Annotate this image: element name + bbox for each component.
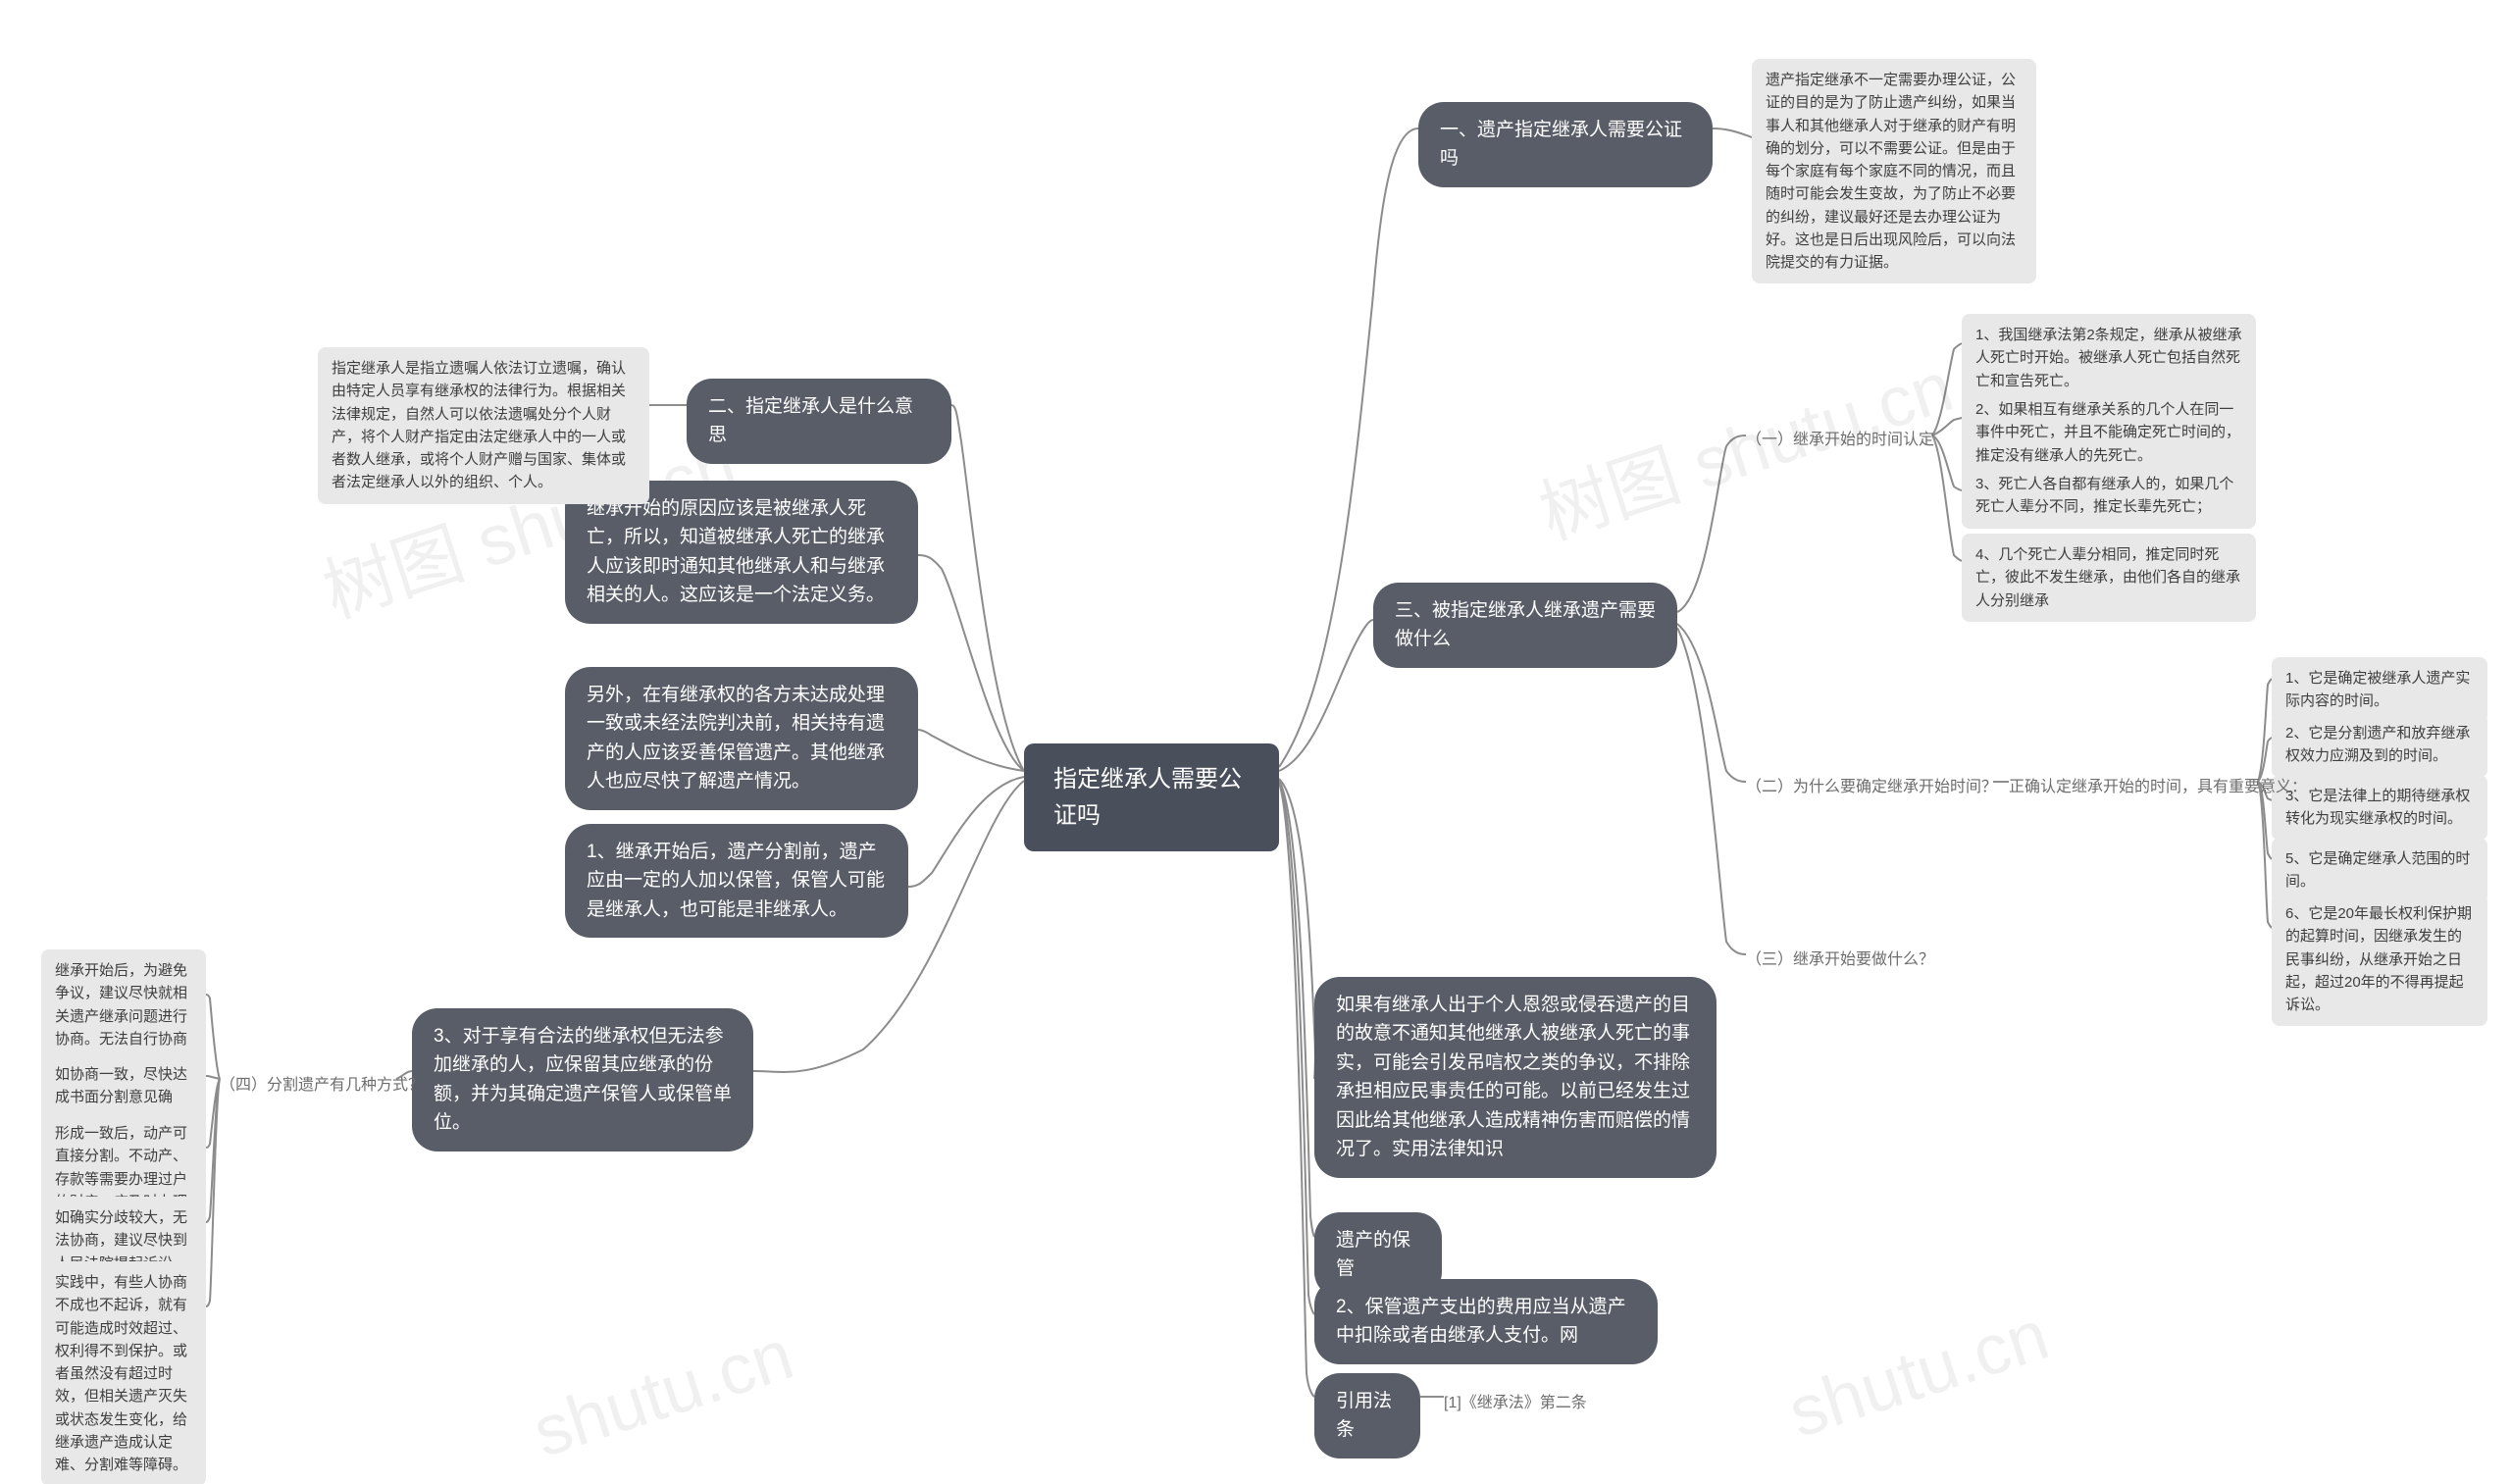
node-label: 如果有继承人出于个人恩怨或侵吞遗产的目的故意不通知其他继承人被继承人死亡的事实，… bbox=[1336, 995, 1690, 1159]
mindmap-node[interactable]: 3、对于享有合法的继承权但无法参加继承的人，应保留其应继承的份额，并为其确定遗产… bbox=[412, 1008, 753, 1151]
mindmap-link bbox=[206, 995, 220, 1079]
note-text: 2、它是分割遗产和放弃继承权效力应溯及到的时间。 bbox=[2285, 725, 2470, 764]
mindmap-link bbox=[2258, 679, 2272, 782]
note-text: 实践中，有些人协商不成也不起诉，就有可能造成时效超过、权利得不到保护。或者虽然没… bbox=[55, 1274, 187, 1473]
branch-label: （四）分割遗产有几种方式？ bbox=[220, 1071, 424, 1095]
node-label: 指定继承人需要公证吗 bbox=[1053, 766, 1242, 829]
node-label: 3、对于享有合法的继承权但无法参加继承的人，应保留其应继承的份额，并为其确定遗产… bbox=[434, 1026, 732, 1133]
mindmap-note[interactable]: 遗产指定继承不一定需要办理公证，公证的目的是为了防止遗产纠纷，如果当事人和其他继… bbox=[1752, 59, 2036, 283]
mindmap-node[interactable]: 一、遗产指定继承人需要公证吗 bbox=[1418, 102, 1713, 187]
node-label: 遗产的保管 bbox=[1336, 1230, 1410, 1279]
note-text: 3、死亡人各自都有继承人的，如果几个死亡人辈分不同，推定长辈先死亡； bbox=[1975, 476, 2233, 515]
note-text: 指定继承人是指立遗嘱人依法订立遗嘱，确认由特定人员享有继承权的法律行为。根据相关… bbox=[332, 360, 626, 490]
note-text: 2、如果相互有继承关系的几个人在同一事件中死亡，并且不能确定死亡时间的，推定没有… bbox=[1975, 401, 2240, 464]
mindmap-note[interactable]: 3、死亡人各自都有继承人的，如果几个死亡人辈分不同，推定长辈先死亡； bbox=[1962, 463, 2256, 529]
note-text: 1、我国继承法第2条规定，继承从被继承人死亡时开始。被继承人死亡包括自然死亡和宣… bbox=[1975, 327, 2242, 389]
note-text: 5、它是确定继承人范围的时间。 bbox=[2285, 850, 2470, 890]
mindmap-link bbox=[918, 555, 1024, 771]
mindmap-node[interactable]: 另外，在有继承权的各方未达成处理一致或未经法院判决前，相关持有遗产的人应该妥善保… bbox=[565, 667, 918, 810]
mindmap-note[interactable]: 指定继承人是指立遗嘱人依法订立遗嘱，确认由特定人员享有继承权的法律行为。根据相关… bbox=[318, 347, 649, 504]
link-layer bbox=[0, 0, 2511, 1484]
mindmap-node[interactable]: 二、指定继承人是什么意思 bbox=[687, 379, 951, 464]
mindmap-link bbox=[206, 1076, 220, 1079]
mindmap-note[interactable]: 4、几个死亡人辈分相同，推定同时死亡，彼此不发生继承，由他们各自的继承人分别继承 bbox=[1962, 534, 2256, 622]
branch-label: 正确认定继承开始的时间，具有重要意义： bbox=[2009, 773, 2307, 796]
branch-label: [1]《继承法》第二条 bbox=[1444, 1389, 1587, 1412]
note-text: 遗产指定继承不一定需要办理公证，公证的目的是为了防止遗产纠纷，如果当事人和其他继… bbox=[1766, 72, 2016, 271]
mindmap-node[interactable]: 1、继承开始后，遗产分割前，遗产应由一定的人加以保管，保管人可能是继承人，也可能… bbox=[565, 824, 908, 938]
mindmap-link bbox=[1713, 128, 1752, 137]
mindmap-link bbox=[908, 777, 1024, 887]
node-label: 二、指定继承人是什么意思 bbox=[708, 396, 913, 445]
mindmap-link bbox=[1279, 128, 1418, 767]
mindmap-link bbox=[1932, 435, 1962, 490]
mindmap-node[interactable]: 引用法条 bbox=[1314, 1373, 1420, 1458]
node-label: 引用法条 bbox=[1336, 1391, 1392, 1440]
mindmap-link bbox=[1932, 435, 1962, 561]
mindmap-note[interactable]: 6、它是20年最长权利保护期的起算时间，因继承发生的民事纠纷，从继承开始之日起，… bbox=[2272, 893, 2487, 1026]
mindmap-link bbox=[1932, 343, 1962, 435]
root-node[interactable]: 指定继承人需要公证吗 bbox=[1024, 743, 1279, 851]
node-label: 1、继承开始后，遗产分割前，遗产应由一定的人加以保管，保管人可能是继承人，也可能… bbox=[587, 842, 885, 920]
mindmap-link bbox=[1279, 783, 1314, 1397]
mindmap-node[interactable]: 三、被指定继承人继承遗产需要做什么 bbox=[1373, 583, 1677, 668]
mindmap-link bbox=[1677, 624, 1746, 782]
note-text: 3、它是法律上的期待继承权转化为现实继承权的时间。 bbox=[2285, 788, 2470, 827]
mindmap-link bbox=[1677, 628, 1746, 954]
mindmap-note[interactable]: 实践中，有些人协商不成也不起诉，就有可能造成时效超过、权利得不到保护。或者虽然没… bbox=[41, 1261, 206, 1484]
mindmap-link bbox=[1279, 781, 1314, 1314]
node-label: 继承开始的原因应该是被继承人死亡，所以，知道被继承人死亡的继承人应该即时通知其他… bbox=[587, 498, 885, 605]
branch-label: （二）为什么要确定继承开始时间？ bbox=[1746, 773, 1997, 796]
node-label: 另外，在有继承权的各方未达成处理一致或未经法院判决前，相关持有遗产的人应该妥善保… bbox=[587, 685, 885, 792]
note-text: 1、它是确定被继承人遗产实际内容的时间。 bbox=[2285, 670, 2470, 709]
note-text: 6、它是20年最长权利保护期的起算时间，因继承发生的民事纠纷，从继承开始之日起，… bbox=[2285, 905, 2472, 1013]
branch-label: （三）继承开始要做什么？ bbox=[1746, 946, 1934, 969]
mindmap-node[interactable]: 2、保管遗产支出的费用应当从遗产中扣除或者由继承人支付。网 bbox=[1314, 1279, 1658, 1364]
note-text: 4、几个死亡人辈分相同，推定同时死亡，彼此不发生继承，由他们各自的继承人分别继承 bbox=[1975, 546, 2240, 609]
mindmap-note[interactable]: 2、它是分割遗产和放弃继承权效力应溯及到的时间。 bbox=[2272, 712, 2487, 778]
node-label: 三、被指定继承人继承遗产需要做什么 bbox=[1395, 600, 1656, 649]
branch-label: （一）继承开始的时间认定 bbox=[1746, 426, 1934, 449]
mindmap-node[interactable]: 如果有继承人出于个人恩怨或侵吞遗产的目的故意不通知其他继承人被继承人死亡的事实，… bbox=[1314, 977, 1717, 1178]
node-label: 一、遗产指定继承人需要公证吗 bbox=[1440, 120, 1682, 169]
mindmap-link bbox=[951, 405, 1024, 771]
node-label: 2、保管遗产支出的费用应当从遗产中扣除或者由继承人支付。网 bbox=[1336, 1297, 1626, 1346]
mindmap-link bbox=[1677, 435, 1746, 612]
